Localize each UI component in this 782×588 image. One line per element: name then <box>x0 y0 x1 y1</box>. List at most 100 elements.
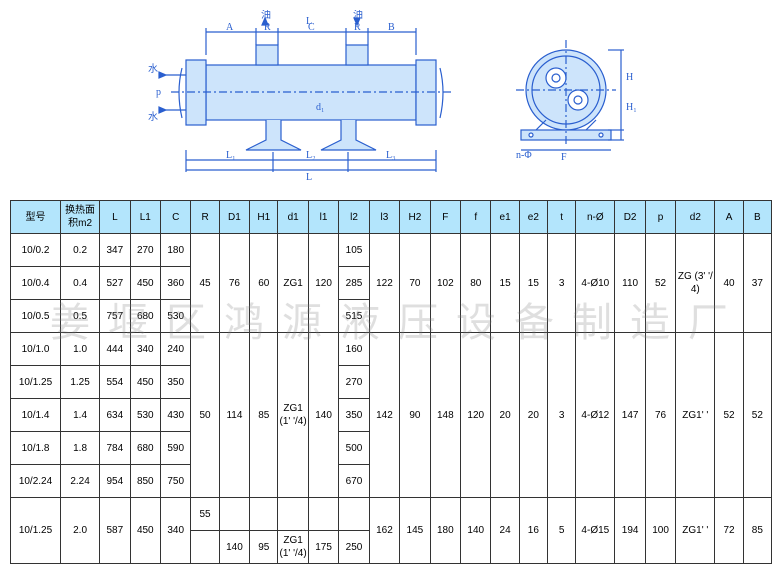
cell: 40 <box>715 234 743 333</box>
cell: 0.5 <box>61 300 100 333</box>
h-l2: l2 <box>339 201 369 234</box>
h-L1: L1 <box>130 201 160 234</box>
table-row: 10/1.252.058745034055162145180140241654-… <box>11 498 772 531</box>
header-row: 型号 换热面积m2 L L1 C R D1 H1 d1 l1 l2 l3 H2 … <box>11 201 772 234</box>
dim-R1: R <box>264 22 271 33</box>
dim-H: H <box>626 72 633 83</box>
cell <box>219 498 249 531</box>
cell: 76 <box>219 234 249 333</box>
cell: 20 <box>491 333 519 498</box>
cell: 587 <box>100 498 130 564</box>
cell: 527 <box>100 267 130 300</box>
cell: 10/0.4 <box>11 267 61 300</box>
cell: 50 <box>191 333 219 498</box>
h-e2: e2 <box>519 201 547 234</box>
h-d1: d1 <box>278 201 308 234</box>
cell: 450 <box>130 267 160 300</box>
cell: 10/0.5 <box>11 300 61 333</box>
cell: 120 <box>461 333 491 498</box>
h-F: F <box>430 201 460 234</box>
h-l1: l1 <box>308 201 338 234</box>
cell <box>250 498 278 531</box>
cell: 285 <box>339 267 369 300</box>
h-t: t <box>548 201 576 234</box>
cell: 60 <box>250 234 278 333</box>
cell: 450 <box>130 366 160 399</box>
cell: 102 <box>430 234 460 333</box>
label-water-1: 水 <box>148 63 158 75</box>
cell: 24 <box>491 498 519 564</box>
label-oil-1: 油 <box>261 10 271 21</box>
cell: 10/1.0 <box>11 333 61 366</box>
h-C: C <box>161 201 191 234</box>
cell: 450 <box>130 498 160 564</box>
cell: 76 <box>645 333 675 498</box>
dim-L2b: L₂ <box>306 150 316 161</box>
cell: ZG1 (1' '/4) <box>278 333 308 498</box>
cell: 100 <box>645 498 675 564</box>
cell: 240 <box>161 333 191 366</box>
h-H1: H1 <box>250 201 278 234</box>
cell: 430 <box>161 399 191 432</box>
label-water-2: 水 <box>148 111 158 123</box>
cell: 350 <box>339 399 369 432</box>
cell: 160 <box>339 333 369 366</box>
cell: 120 <box>308 234 338 333</box>
cell: 140 <box>461 498 491 564</box>
cell: ZG (3' '/4) <box>676 234 715 333</box>
cell: ZG1 (1' '/4) <box>278 531 308 564</box>
cell: 1.0 <box>61 333 100 366</box>
cell: 148 <box>430 333 460 498</box>
cell: ZG1 <box>278 234 308 333</box>
h-l3: l3 <box>369 201 399 234</box>
cell: 784 <box>100 432 130 465</box>
cell: 10/1.8 <box>11 432 61 465</box>
h-R: R <box>191 201 219 234</box>
cell <box>278 498 308 531</box>
cell: 360 <box>161 267 191 300</box>
cell: 680 <box>130 300 160 333</box>
h-A: A <box>715 201 743 234</box>
cell: 5 <box>548 498 576 564</box>
cell: 80 <box>461 234 491 333</box>
cell: 0.2 <box>61 234 100 267</box>
dim-nphi: n-Φ <box>516 150 532 161</box>
cell: 180 <box>430 498 460 564</box>
h-p: p <box>645 201 675 234</box>
table-row: 10/0.20.2347270180457660ZG11201051227010… <box>11 234 772 267</box>
h-L: L <box>100 201 130 234</box>
cell: 10/2.24 <box>11 465 61 498</box>
cell <box>339 498 369 531</box>
cell: 590 <box>161 432 191 465</box>
cell: 530 <box>161 300 191 333</box>
cell: 4-Ø15 <box>576 498 615 564</box>
cell: 15 <box>519 234 547 333</box>
cell: 95 <box>250 531 278 564</box>
cell: 347 <box>100 234 130 267</box>
cell: 670 <box>339 465 369 498</box>
cell: 90 <box>400 333 430 498</box>
cell: 500 <box>339 432 369 465</box>
dim-d1: d₁ <box>316 102 325 113</box>
cell: 52 <box>743 333 771 498</box>
cell: ZG1' ' <box>676 333 715 498</box>
cell: 15 <box>491 234 519 333</box>
cell: 105 <box>339 234 369 267</box>
table-body: 10/0.20.2347270180457660ZG11201051227010… <box>11 234 772 564</box>
h-nphi: n-Ø <box>576 201 615 234</box>
cell: ZG1' ' <box>676 498 715 564</box>
cell: 1.25 <box>61 366 100 399</box>
cell: 180 <box>161 234 191 267</box>
label-oil-2: 油 <box>353 10 363 21</box>
h-f: f <box>461 201 491 234</box>
dim-A: A <box>226 22 234 33</box>
dim-Lb: L <box>306 172 312 183</box>
cell: 37 <box>743 234 771 333</box>
cell: 110 <box>615 234 645 333</box>
dim-B: B <box>388 22 395 33</box>
cell: 0.4 <box>61 267 100 300</box>
cell: 140 <box>308 333 338 498</box>
dim-F: F <box>561 152 567 163</box>
table-row: 10/1.01.04443402405011485ZG1 (1' '/4)140… <box>11 333 772 366</box>
cell: 350 <box>161 366 191 399</box>
